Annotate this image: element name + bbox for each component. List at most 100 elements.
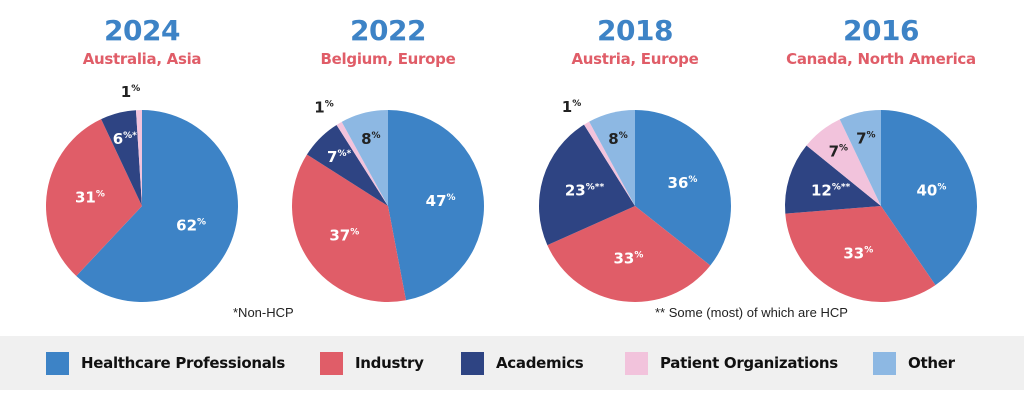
pie-slice-industry (547, 206, 711, 302)
legend: Healthcare Professionals Industry Academ… (0, 336, 1024, 390)
data-label-academics: 6%* (113, 130, 137, 148)
pie-chart-2016: 2016 Canada, North America 40% 33% 12%** 7%… (756, 0, 1006, 330)
pie-slice-industry (785, 206, 936, 303)
pie-slice-academics (784, 145, 881, 214)
data-label-unit: % (839, 144, 848, 154)
data-label-academics: 23%** (565, 182, 605, 200)
data-label-value: 33 (613, 249, 634, 267)
data-label-unit: %** (832, 182, 851, 192)
data-label-unit: % (634, 250, 643, 260)
data-label-healthcare-professionals: 47% (426, 192, 456, 210)
pie-chart-2024: 2024 Australia, Asia 62% 31% 6%* 1% (17, 0, 267, 330)
pie-slice-patient-organizations (806, 119, 881, 206)
pie-slice-healthcare-professionals (76, 110, 238, 302)
data-label-unit: %* (337, 149, 351, 159)
data-label-other: 8% (361, 130, 380, 148)
data-label-unit: % (350, 228, 359, 238)
legend-item-healthcare-professionals: Healthcare Professionals (46, 336, 285, 390)
data-label-unit: % (372, 131, 381, 141)
pie-slice-patient-organizations (135, 110, 142, 206)
chart-year: 2016 (843, 14, 919, 47)
data-label-unit: % (937, 182, 946, 192)
data-label-value: 1 (562, 98, 572, 116)
pie-slice-patient-organizations (336, 121, 388, 206)
data-label-industry: 33% (843, 245, 873, 263)
legend-item-other: Other (873, 336, 955, 390)
chart-year: 2024 (104, 14, 180, 47)
data-label-academics: 12%** (811, 181, 851, 199)
pie-slice-patient-organizations (584, 121, 635, 206)
chart-year: 2022 (350, 14, 426, 47)
data-label-value: 12 (811, 181, 832, 199)
data-label-academics: 7%* (327, 148, 351, 166)
data-label-value: 6 (113, 130, 123, 148)
data-label-other: 8% (608, 130, 627, 148)
data-label-unit: %** (586, 183, 605, 193)
data-label-unit: % (572, 99, 581, 109)
pie-slice-academics (101, 110, 142, 206)
data-label-unit: % (447, 193, 456, 203)
pie-slice-healthcare-professionals (388, 109, 485, 301)
legend-label: Academics (496, 354, 584, 372)
legend-label: Healthcare Professionals (81, 354, 286, 372)
data-label-patient-organizations: 1% (121, 83, 140, 101)
pie-svg: 47%37%7%*1%8% (291, 98, 485, 303)
data-label-unit: % (688, 175, 697, 185)
data-label-unit: % (619, 131, 628, 141)
pie-slice-industry (291, 154, 406, 303)
data-label-value: 1 (314, 98, 324, 116)
data-label-unit: % (867, 131, 876, 141)
data-label-value: 37 (329, 227, 350, 245)
pie-slice-academics (306, 124, 388, 206)
pie-chart-2018: 2018 Austria, Europe 36% 33% 23%** 1% 8% (510, 0, 760, 330)
pie-slice-other (839, 110, 881, 206)
data-label-industry: 31% (75, 189, 105, 207)
legend-item-patient-organizations: Patient Organizations (625, 336, 838, 390)
pie-svg: 40%33%12%**7%7% (784, 110, 977, 303)
chart-year: 2018 (597, 14, 673, 47)
chart-location: Canada, North America (786, 50, 976, 68)
footnote-non-hcp: *Non-HCP (233, 305, 294, 320)
legend-swatch (461, 351, 484, 375)
data-label-value: 8 (608, 130, 618, 148)
pie-slice-other (341, 110, 388, 206)
data-label-value: 62 (176, 216, 197, 234)
pie-slice-other (589, 110, 635, 206)
chart-location: Australia, Asia (82, 50, 202, 68)
data-label-other: 7% (856, 130, 875, 148)
data-label-industry: 33% (613, 249, 643, 267)
data-label-patient-organizations: 7% (829, 143, 848, 161)
pie-slice-academics (539, 124, 635, 246)
data-label-value: 7 (327, 148, 337, 166)
legend-label: Industry (355, 354, 424, 372)
data-label-unit: % (131, 84, 140, 94)
data-label-patient-organizations: 1% (314, 98, 333, 116)
data-label-value: 8 (361, 130, 371, 148)
legend-swatch (320, 351, 343, 375)
data-label-unit: %* (123, 131, 137, 141)
data-label-value: 36 (668, 174, 689, 192)
data-label-patient-organizations: 1% (562, 98, 581, 116)
data-label-value: 47 (426, 192, 447, 210)
pie-svg: 62%31%6%*1% (46, 83, 238, 302)
data-label-healthcare-professionals: 40% (916, 181, 946, 199)
legend-label: Other (908, 354, 955, 372)
data-label-value: 7 (856, 130, 866, 148)
chart-location: Austria, Europe (571, 50, 699, 68)
data-label-unit: % (325, 99, 334, 109)
pie-slice-industry (46, 119, 142, 276)
legend-label: Patient Organizations (660, 354, 838, 372)
chart-location: Belgium, Europe (320, 50, 456, 68)
data-label-value: 31 (75, 189, 96, 207)
data-label-value: 40 (916, 181, 937, 199)
data-label-industry: 37% (329, 227, 359, 245)
legend-swatch (873, 351, 896, 375)
legend-swatch (46, 351, 69, 375)
pie-slice-healthcare-professionals (881, 110, 977, 286)
data-label-unit: % (197, 217, 206, 227)
pie-chart-2022: 2022 Belgium, Europe 47% 37% 7%* 1% 8% (263, 0, 513, 330)
data-label-value: 23 (565, 182, 586, 200)
data-label-unit: % (864, 246, 873, 256)
legend-item-academics: Academics (461, 336, 584, 390)
data-label-unit: % (96, 190, 105, 200)
